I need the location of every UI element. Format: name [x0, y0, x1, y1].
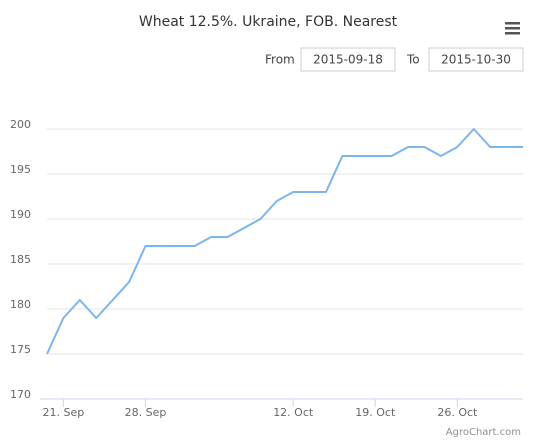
y-tick-label: 175	[10, 343, 31, 356]
y-tick-label: 195	[10, 163, 31, 176]
from-input[interactable]	[300, 47, 396, 72]
y-tick-label: 185	[10, 253, 31, 266]
menu-icon-bar[interactable]	[505, 22, 520, 25]
menu-button[interactable]	[502, 18, 522, 36]
x-tick-label: 19. Oct	[355, 406, 396, 419]
x-tick-label: 12. Oct	[273, 406, 314, 419]
y-tick-label: 200	[10, 118, 31, 131]
to-value[interactable]: 2015-10-30	[441, 53, 511, 67]
menu-icon-bar[interactable]	[505, 27, 520, 30]
x-tick-label: 26. Oct	[437, 406, 478, 419]
series-line	[46, 128, 523, 355]
chart-title: Wheat 12.5%. Ukraine, FOB. Nearest	[139, 14, 398, 30]
from-label: From	[265, 53, 295, 67]
from-value[interactable]: 2015-09-18	[313, 53, 383, 67]
to-input[interactable]	[428, 47, 524, 72]
to-label: To	[406, 53, 420, 67]
y-tick-label: 170	[10, 388, 31, 401]
credits: AgroChart.com	[446, 427, 521, 438]
x-tick-label: 28. Sep	[125, 406, 167, 419]
x-tick-label: 21. Sep	[43, 406, 85, 419]
menu-icon-bar[interactable]	[505, 32, 520, 35]
y-tick-label: 180	[10, 298, 31, 311]
y-tick-label: 190	[10, 208, 31, 221]
